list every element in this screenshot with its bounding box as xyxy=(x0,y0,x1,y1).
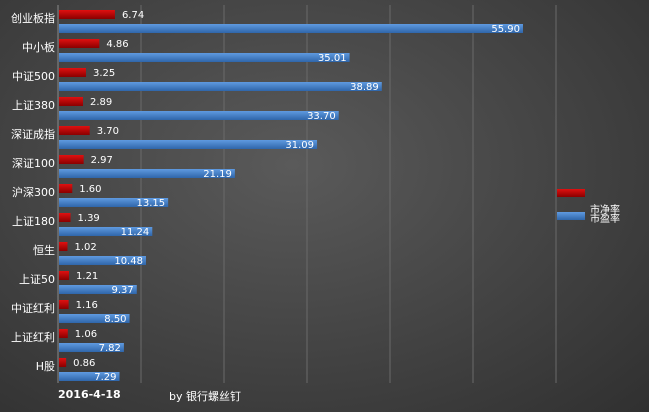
footer-date: 2016-4-18 xyxy=(58,388,121,401)
bar-pb xyxy=(59,213,71,222)
category-label: 创业板指 xyxy=(11,11,55,25)
bar-pb xyxy=(59,271,70,280)
value-label-pb: 0.86 xyxy=(73,358,95,369)
category-label: 中小板 xyxy=(22,40,55,54)
value-label-pe: 55.90 xyxy=(491,24,520,35)
legend-swatch-pe xyxy=(557,212,585,220)
value-label-pb: 1.39 xyxy=(78,213,100,224)
category-label: H股 xyxy=(36,360,55,373)
bar-pe xyxy=(59,314,130,323)
bar-pe xyxy=(59,285,137,294)
legend: 市净率 市盈率 xyxy=(557,189,620,225)
bar-pe xyxy=(59,111,339,120)
value-label-pe: 10.48 xyxy=(114,256,143,267)
category-label: 深证成指 xyxy=(11,127,55,141)
value-label-pb: 2.89 xyxy=(90,97,112,108)
bar-pe xyxy=(59,24,523,33)
value-label-pb: 3.25 xyxy=(93,68,115,79)
value-label-pb: 3.70 xyxy=(97,126,119,137)
value-label-pe: 7.29 xyxy=(94,372,116,383)
bar-pb xyxy=(59,155,84,164)
bar-pe xyxy=(59,53,350,62)
value-label-pb: 1.06 xyxy=(75,329,97,340)
bar-pe xyxy=(59,169,235,178)
bar-pb xyxy=(59,39,100,48)
bar-pb xyxy=(59,329,68,338)
bar-pb xyxy=(59,97,83,106)
value-label-pb: 1.16 xyxy=(76,300,98,311)
category-label: 沪深300 xyxy=(12,185,55,199)
value-label-pe: 9.37 xyxy=(112,285,134,296)
bar-pb xyxy=(59,358,67,367)
value-label-pb: 1.21 xyxy=(76,271,98,282)
value-label-pb: 2.97 xyxy=(91,155,113,166)
legend-label-pb: 市净率 xyxy=(590,203,620,216)
bar-pe xyxy=(59,82,382,91)
bar-pb xyxy=(59,68,86,77)
value-label-pb: 6.74 xyxy=(122,10,144,21)
bar-pe xyxy=(59,343,124,352)
labels-group: 创业板指 6.74 55.90 中小板 4.86 35.01 中证500 3.25 38.89 上… xyxy=(11,10,520,383)
value-label-pe: 8.50 xyxy=(104,314,126,325)
bar-pb xyxy=(59,184,73,193)
bar-pb xyxy=(59,242,68,251)
value-label-pe: 31.09 xyxy=(285,140,314,151)
bar-pb xyxy=(59,126,90,135)
value-label-pe: 38.89 xyxy=(350,82,379,93)
value-label-pe: 7.82 xyxy=(99,343,121,354)
gridlines xyxy=(57,5,557,383)
value-label-pe: 11.24 xyxy=(121,227,150,238)
bar-pe xyxy=(59,198,169,207)
bar-pe xyxy=(59,140,318,149)
footer-credit: by 银行螺丝钉 xyxy=(169,390,241,403)
value-label-pb: 4.86 xyxy=(106,39,128,50)
legend-swatch-pb xyxy=(557,189,585,197)
category-label: 深证100 xyxy=(12,157,55,170)
category-label: 中证红利 xyxy=(11,302,55,315)
category-label: 上证180 xyxy=(12,215,55,228)
bar-pb xyxy=(59,10,115,19)
bar-pb xyxy=(59,300,69,309)
category-label: 恒生 xyxy=(33,243,55,257)
bars-group xyxy=(59,10,523,381)
value-label-pb: 1.60 xyxy=(79,184,101,195)
category-label: 上证红利 xyxy=(11,331,55,344)
bar-pe xyxy=(59,256,146,265)
value-label-pb: 1.02 xyxy=(74,242,96,253)
value-label-pe: 13.15 xyxy=(137,198,166,209)
bar-pe xyxy=(59,227,153,236)
category-label: 上证50 xyxy=(19,273,55,286)
value-label-pe: 35.01 xyxy=(318,53,347,64)
bar-pe xyxy=(59,372,120,381)
category-label: 上证380 xyxy=(12,99,55,112)
category-label: 中证500 xyxy=(12,70,55,83)
value-label-pe: 33.70 xyxy=(307,111,336,122)
value-label-pe: 21.19 xyxy=(203,169,232,180)
legend-label-pe: 市盈率 xyxy=(590,212,620,225)
